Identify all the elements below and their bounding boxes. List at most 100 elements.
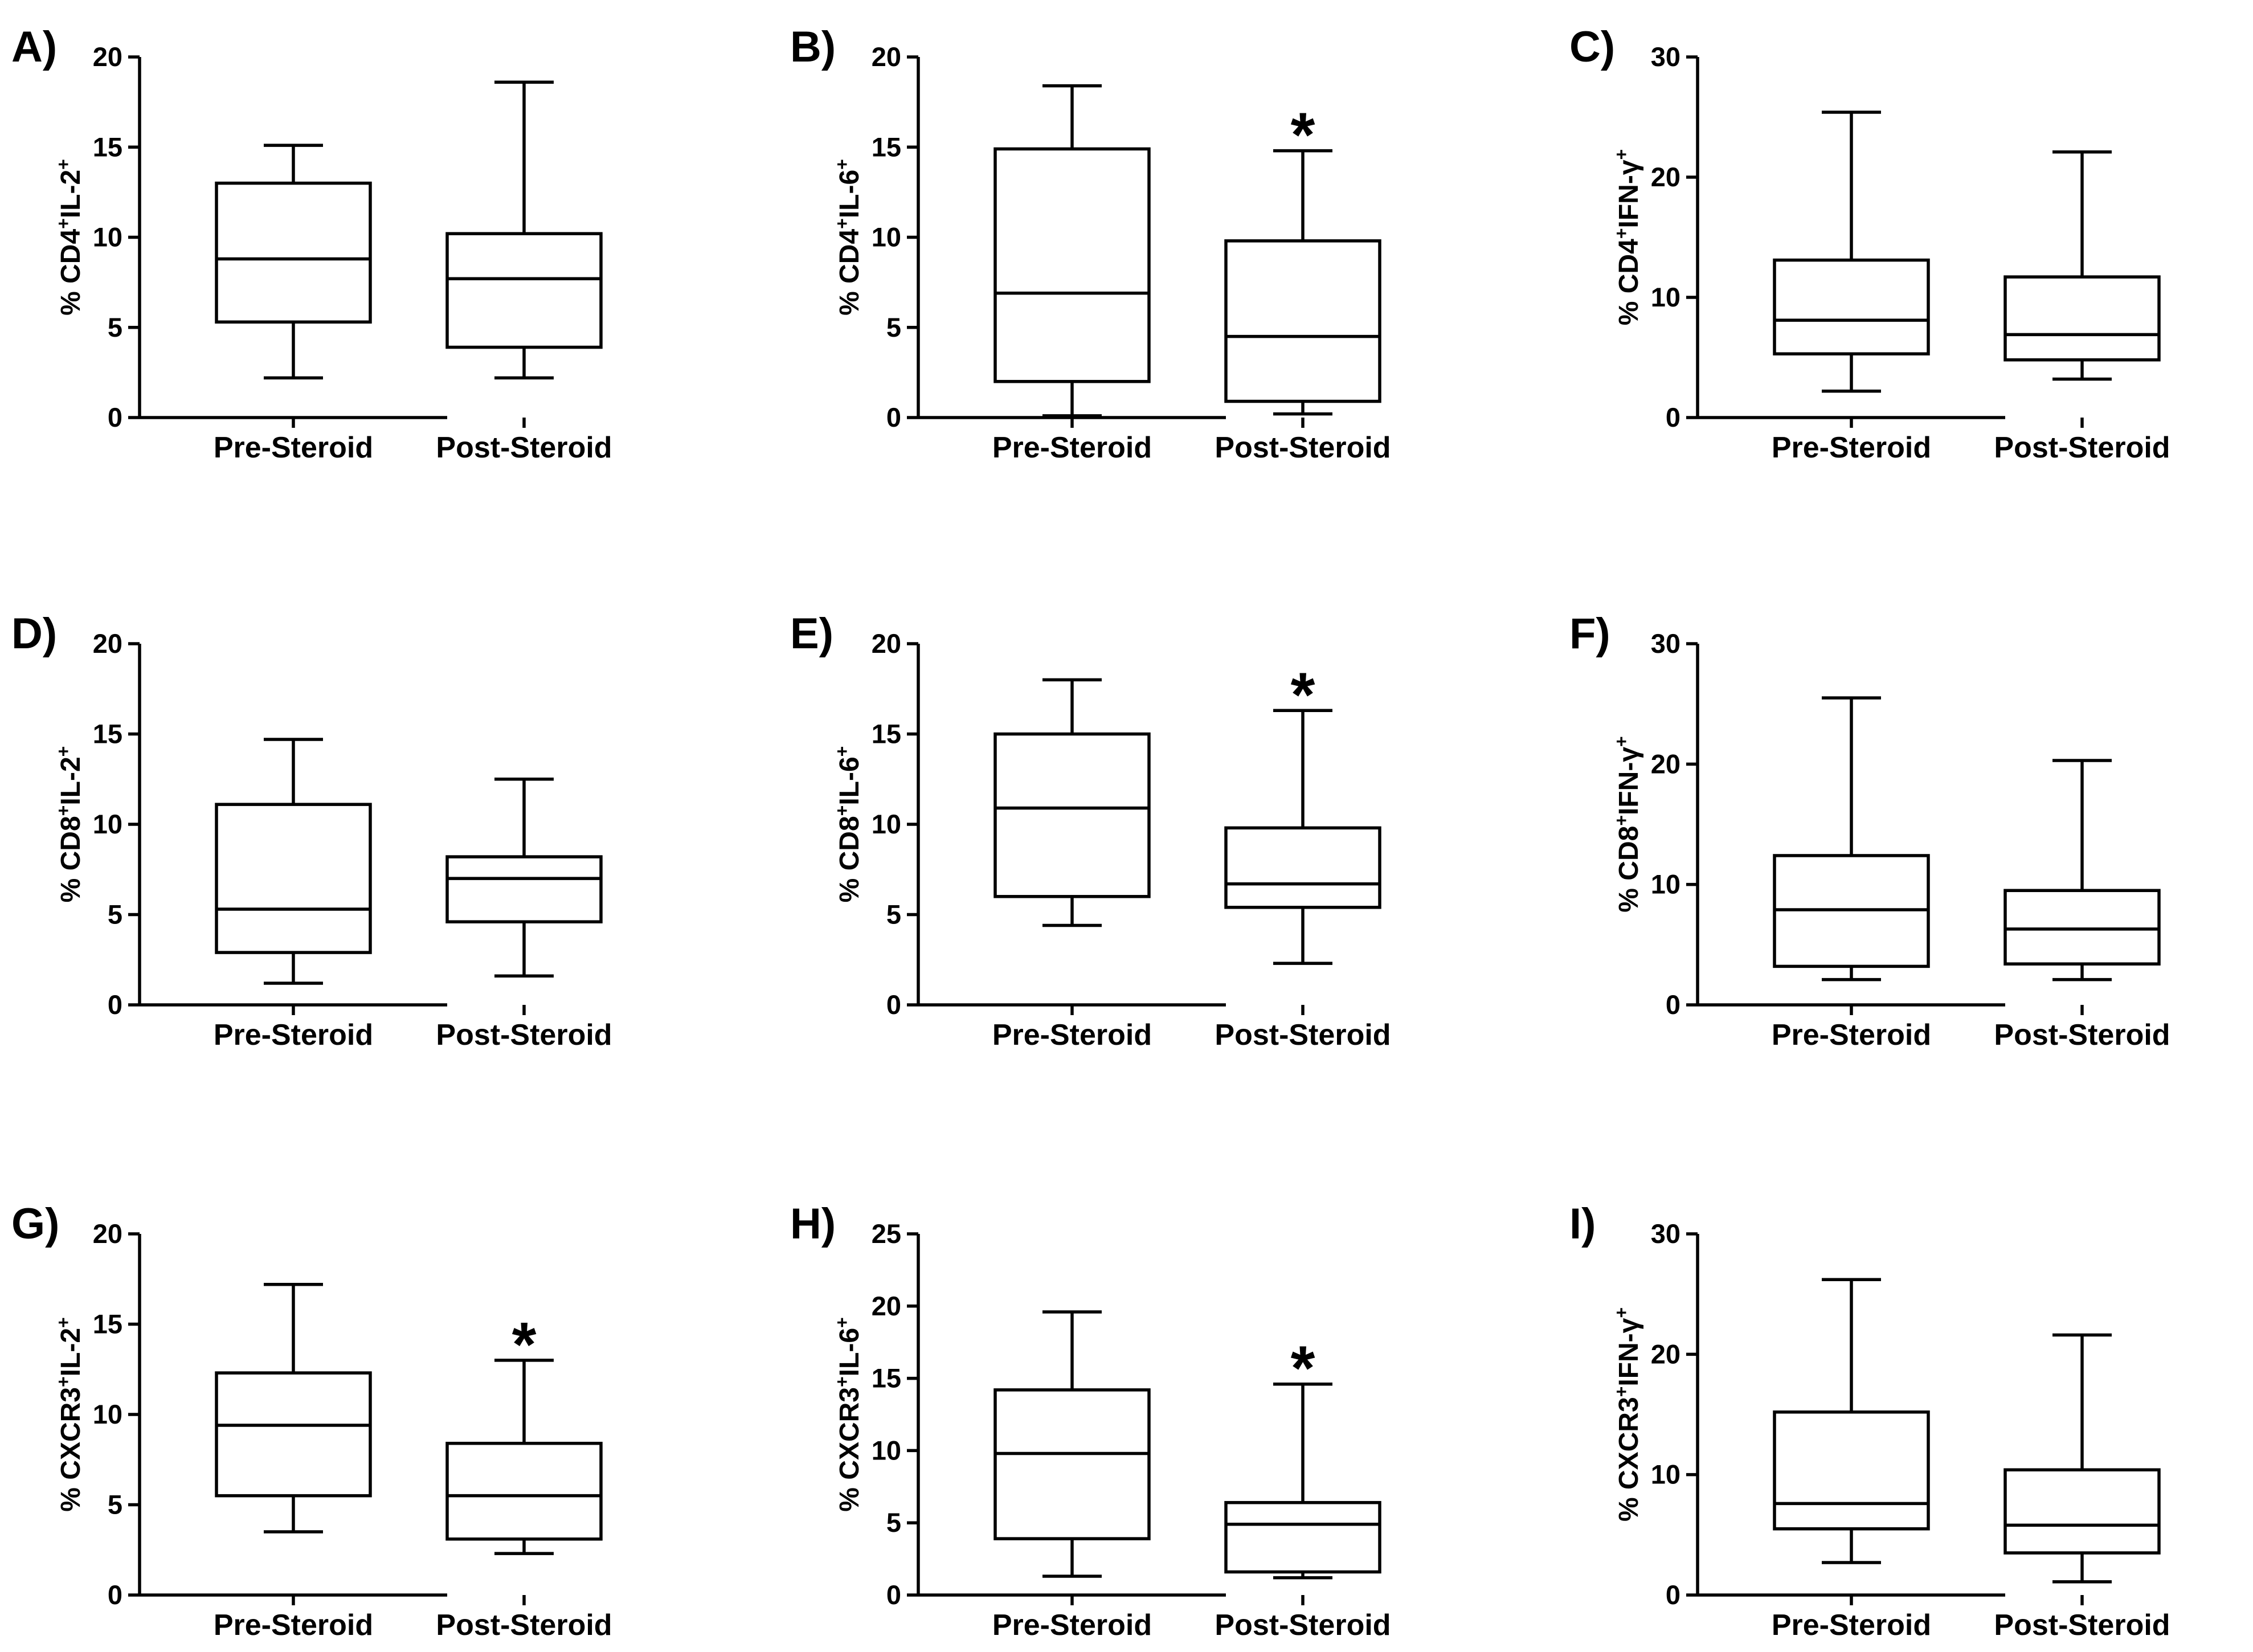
iqr-box	[215, 803, 372, 954]
y-axis-label-part: IL-2	[56, 757, 86, 805]
y-tick-label: 10	[93, 1399, 122, 1429]
panel-letter: E)	[790, 610, 833, 658]
y-axis-label: % CD4+IFN-γ+	[1611, 149, 1644, 325]
x-category-label: Pre-Steroid	[1772, 1609, 1931, 1642]
iqr-box	[1773, 1410, 1930, 1531]
y-tick-label: 0	[108, 1580, 122, 1610]
box-pre-steroid	[993, 1310, 1151, 1578]
y-tick-label: 0	[108, 402, 122, 432]
iqr-box	[445, 855, 603, 923]
y-axis-label-part: IL-6	[835, 757, 865, 805]
y-axis-label-superscript: +	[53, 1317, 73, 1328]
box-pre-steroid	[215, 144, 372, 380]
y-tick-label: 15	[872, 132, 901, 162]
panel-letter: F)	[1569, 610, 1610, 658]
y-axis-label-part: IL-2	[56, 170, 86, 218]
y-axis-label-superscript: +	[53, 1376, 73, 1387]
y-tick-label: 0	[1666, 1580, 1680, 1610]
y-tick-label: 15	[93, 1309, 122, 1339]
x-category-label: Pre-Steroid	[214, 1609, 373, 1642]
y-axis-label-part: IFN-γ	[1614, 160, 1644, 228]
y-tick-label: 10	[872, 222, 901, 252]
y-tick-label: 30	[1651, 42, 1680, 72]
panel-letter: H)	[790, 1200, 836, 1248]
y-tick-label: 20	[872, 42, 901, 72]
y-axis-label-part: % CXCR3	[56, 1387, 86, 1512]
y-tick-label: 0	[886, 989, 901, 1020]
panel-letter: D)	[11, 610, 57, 658]
y-axis-label-part: IFN-γ	[1614, 1318, 1644, 1386]
iqr-box	[215, 181, 372, 324]
y-axis-label-superscript: +	[53, 159, 73, 170]
y-tick-label: 5	[108, 1490, 122, 1520]
y-tick-label: 10	[872, 809, 901, 839]
panel-letter: B)	[790, 23, 836, 71]
y-tick-label: 5	[108, 899, 122, 930]
y-tick-label: 0	[886, 402, 901, 432]
iqr-box	[445, 1441, 603, 1541]
box-post-steroid: *	[1224, 100, 1381, 416]
box-pre-steroid	[215, 738, 372, 985]
box-pre-steroid	[1773, 696, 1930, 982]
y-axis-label-superscript: +	[832, 1317, 852, 1328]
y-axis-label-part: % CXCR3	[1614, 1397, 1644, 1522]
y-axis-label-part: % CD8	[56, 816, 86, 902]
box-pre-steroid	[1773, 111, 1930, 393]
y-tick-label: 20	[1651, 749, 1680, 779]
y-tick-label: 15	[872, 719, 901, 749]
y-axis-label-part: % CD4	[56, 229, 86, 316]
y-tick-label: 10	[1651, 1459, 1680, 1490]
y-axis-label-superscript: +	[832, 746, 852, 757]
box-pre-steroid	[993, 84, 1151, 418]
panel-letter: I)	[1569, 1200, 1596, 1248]
panel-letter: A)	[11, 23, 57, 71]
y-axis-label-part: % CD4	[1614, 239, 1644, 325]
y-tick-label: 5	[886, 1507, 901, 1537]
y-tick-label: 15	[872, 1363, 901, 1393]
box-pre-steroid	[993, 678, 1151, 927]
y-axis-label-part: % CD8	[835, 816, 865, 902]
y-axis-label-part: IL-6	[835, 1328, 865, 1376]
x-category-label: Post-Steroid	[1994, 431, 2170, 464]
box-post-steroid: *	[445, 1310, 603, 1555]
box-post-steroid	[2003, 1333, 2161, 1584]
iqr-box	[1224, 239, 1381, 403]
y-tick-label: 20	[93, 1218, 122, 1249]
x-category-label: Post-Steroid	[1215, 1609, 1391, 1642]
box-post-steroid	[445, 778, 603, 978]
y-axis-label: % CXCR3+IFN-γ+	[1611, 1307, 1644, 1522]
y-tick-label: 10	[872, 1435, 901, 1465]
y-axis-label-superscript: +	[832, 805, 852, 816]
y-axis-label-superscript: +	[832, 1376, 852, 1387]
significance-star: *	[512, 1310, 537, 1380]
y-axis-label: % CXCR3+IL-2+	[53, 1317, 86, 1511]
y-axis-label-superscript: +	[53, 805, 73, 816]
x-category-label: Pre-Steroid	[992, 431, 1152, 464]
y-tick-label: 10	[1651, 869, 1680, 899]
y-tick-label: 10	[1651, 282, 1680, 312]
y-tick-label: 10	[93, 809, 122, 839]
y-axis-label-part: IL-2	[56, 1328, 86, 1376]
panel-h: H) 0 5 10 15 20 25 Pre-Steroid Post-Steroid % CXC…	[790, 1200, 1391, 1642]
y-tick-label: 5	[108, 312, 122, 342]
x-category-label: Post-Steroid	[436, 1609, 612, 1642]
iqr-box	[1224, 1500, 1381, 1574]
panel-g: G) 0 5 10 15 20 Pre-Steroid Post-Steroid % CXCR3…	[11, 1200, 612, 1642]
iqr-box	[993, 732, 1151, 898]
x-category-label: Post-Steroid	[436, 1019, 612, 1052]
box-post-steroid: *	[1224, 660, 1381, 965]
y-tick-label: 20	[1651, 1339, 1680, 1369]
y-axis-label-superscript: +	[53, 218, 73, 229]
box-pre-steroid	[215, 1283, 372, 1534]
iqr-box	[993, 1388, 1151, 1540]
y-axis-label-superscript: +	[832, 218, 852, 229]
iqr-box	[1773, 258, 1930, 355]
